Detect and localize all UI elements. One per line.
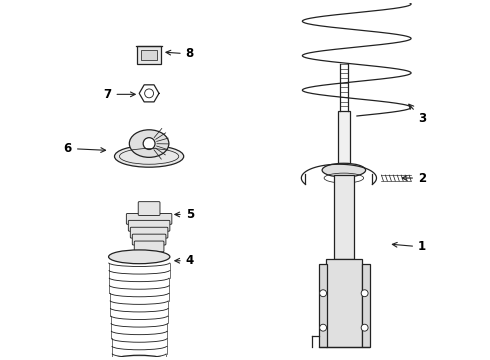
Text: 7: 7	[103, 88, 135, 101]
Bar	[319, 264, 327, 347]
Text: 4: 4	[175, 254, 194, 267]
Circle shape	[319, 290, 326, 297]
Text: 3: 3	[409, 104, 426, 125]
FancyBboxPatch shape	[128, 220, 170, 231]
Ellipse shape	[109, 250, 170, 264]
FancyBboxPatch shape	[134, 241, 164, 252]
Text: 8: 8	[166, 48, 194, 60]
Circle shape	[143, 138, 155, 149]
Ellipse shape	[115, 145, 184, 167]
Bar	[326, 259, 362, 347]
Bar	[338, 111, 350, 170]
Text: 2: 2	[402, 171, 426, 185]
Bar	[334, 175, 354, 259]
Text: 5: 5	[175, 208, 194, 221]
Ellipse shape	[112, 355, 167, 360]
Circle shape	[319, 324, 326, 331]
Ellipse shape	[322, 163, 366, 177]
Text: 6: 6	[64, 142, 105, 155]
FancyBboxPatch shape	[132, 234, 166, 245]
Text: 1: 1	[392, 240, 426, 253]
Circle shape	[361, 290, 368, 297]
FancyBboxPatch shape	[130, 227, 168, 238]
Ellipse shape	[129, 130, 169, 157]
FancyBboxPatch shape	[138, 202, 160, 215]
Circle shape	[361, 324, 368, 331]
Circle shape	[145, 89, 153, 98]
Bar	[141, 50, 157, 60]
Bar	[137, 46, 161, 64]
Bar	[362, 264, 369, 347]
FancyBboxPatch shape	[126, 213, 172, 224]
